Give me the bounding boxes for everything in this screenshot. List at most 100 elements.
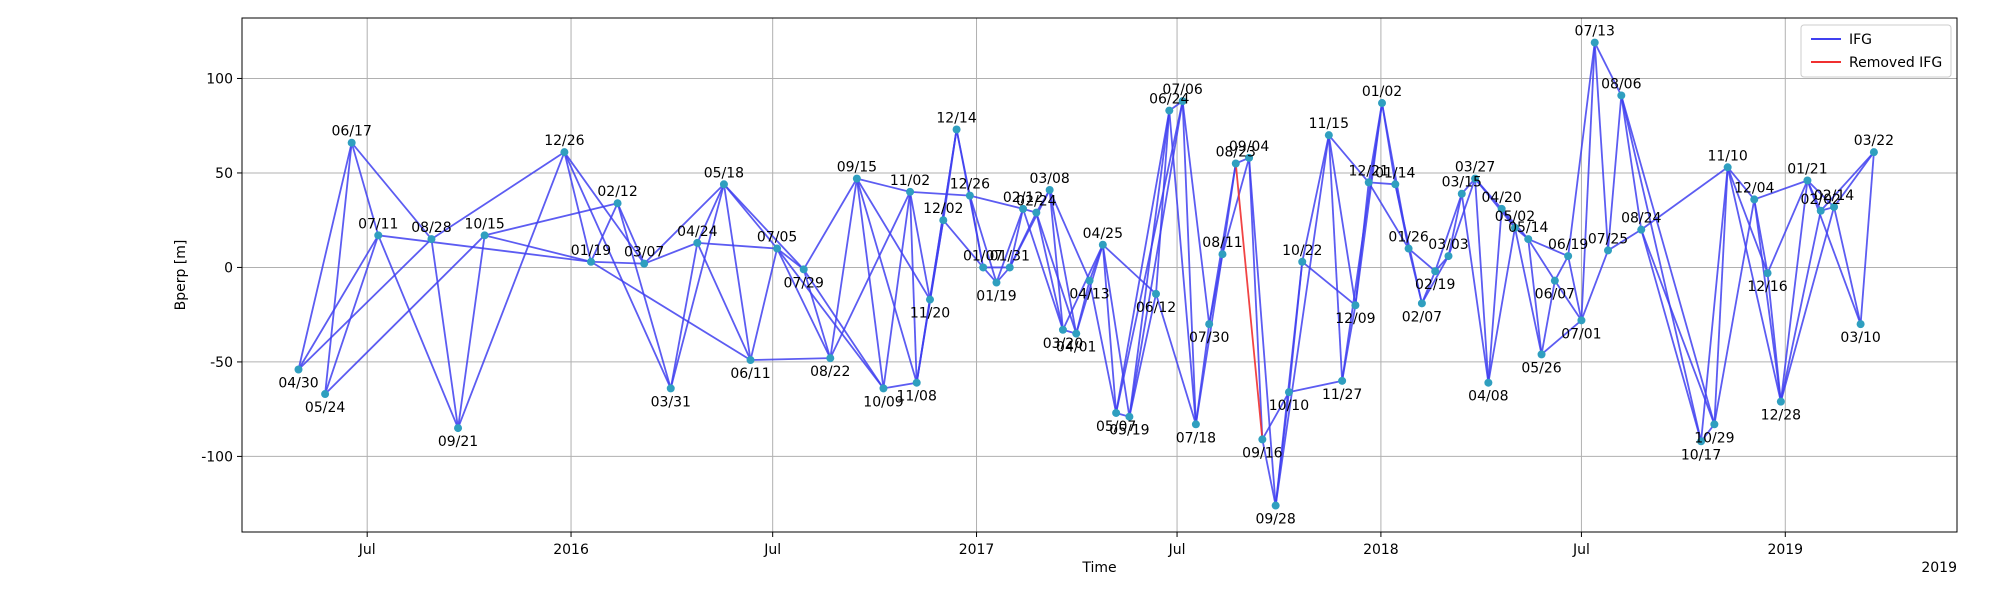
- ifg-edge: [1640, 166, 1729, 231]
- ifg-edge: [1261, 439, 1277, 506]
- acquisition-point: [1378, 99, 1387, 108]
- acquisition-label: 08/11: [1202, 235, 1242, 251]
- ifg-edge: [942, 129, 958, 221]
- ifg-edge: [969, 194, 1024, 210]
- acquisition-point: [1763, 269, 1772, 278]
- acquisition-label: 03/15: [1442, 175, 1482, 191]
- acquisition-label: 05/02: [1495, 209, 1535, 225]
- ifg-edge: [723, 183, 805, 270]
- legend-removed-ifg-label: Removed IFG: [1849, 55, 1942, 71]
- ifg-edge: [1726, 166, 1755, 200]
- x-tick-label: 2016: [553, 542, 589, 558]
- acquisition-point: [1324, 131, 1333, 140]
- ifg-edge: [457, 151, 566, 429]
- ifg-edge: [1434, 193, 1463, 272]
- ifg-edge: [1407, 248, 1423, 304]
- acquisition-label: 05/14: [1508, 220, 1548, 236]
- ifg-edge: [1540, 280, 1556, 355]
- acquisition-point: [1364, 178, 1373, 187]
- x-axis-ticks: Jul 2016 Jul 2017 Jul 2018 Jul 2019: [358, 532, 1803, 558]
- ifg-edge: [1567, 42, 1596, 257]
- acquisition-point: [1045, 185, 1054, 194]
- acquisition-point: [1604, 246, 1613, 255]
- x-axis-label: Time: [1081, 560, 1116, 576]
- ifg-edge: [1474, 178, 1490, 383]
- acquisition-point: [1005, 263, 1014, 272]
- ifg-edge: [350, 142, 433, 240]
- ifg-edge: [1487, 208, 1503, 383]
- acquisition-label: 05/18: [704, 165, 744, 181]
- acquisition-label: 01/07: [963, 248, 1003, 264]
- acquisition-point: [1178, 97, 1187, 106]
- acquisition-point: [746, 356, 755, 365]
- acquisition-label: 06/19: [1548, 237, 1588, 253]
- ifg-edge: [1288, 261, 1304, 393]
- x-tick-label: Jul: [763, 542, 781, 558]
- ifg-edge: [1640, 229, 1716, 425]
- acquisition-point: [952, 125, 961, 134]
- acquisition-label: 07/18: [1176, 430, 1216, 446]
- ifg-edge: [1859, 152, 1875, 325]
- ifg-edge: [1593, 42, 1623, 96]
- acquisition-label: 05/19: [1109, 423, 1149, 439]
- ifg-edge: [855, 178, 885, 389]
- acquisition-label: 06/12: [1136, 300, 1176, 316]
- acquisition-label: 10/09: [863, 394, 903, 410]
- ifg-edge: [1607, 95, 1623, 251]
- y-tick-label: 0: [224, 260, 233, 276]
- acquisition-label: 12/26: [950, 177, 990, 193]
- ifg-edge: [1833, 151, 1875, 208]
- ifg-edge: [1115, 110, 1171, 414]
- ifg-edge: [995, 208, 1024, 283]
- acquisition-point: [1205, 320, 1214, 329]
- acquisition-point: [1152, 289, 1161, 298]
- ifg-edge: [643, 183, 725, 265]
- acquisition-label: 01/02: [1362, 84, 1402, 100]
- ifg-edge: [590, 202, 619, 263]
- ifg-edge: [829, 178, 858, 359]
- acquisition-label: 01/26: [1388, 230, 1428, 246]
- ifg-edge: [1766, 180, 1809, 274]
- ifg-edge: [1580, 250, 1609, 321]
- legend-ifg-label: IFG: [1849, 32, 1872, 48]
- ifg-edge: [350, 142, 380, 236]
- acquisition-point: [1298, 257, 1307, 266]
- ifg-edge: [1221, 157, 1250, 255]
- acquisition-label: 10/17: [1681, 447, 1721, 463]
- acquisition-label: 07/06: [1162, 82, 1202, 98]
- acquisition-point: [912, 378, 921, 387]
- ifg-edge: [324, 235, 380, 395]
- acquisition-label: 02/02: [1801, 192, 1841, 208]
- ifg-edge: [1408, 247, 1436, 272]
- acquisition-label: 11/08: [897, 389, 937, 405]
- ifg-edge: [377, 234, 459, 429]
- acquisition-point: [1431, 267, 1440, 276]
- ifg-edge: [378, 234, 592, 263]
- ifg-edge: [1487, 227, 1516, 383]
- acquisition-point: [1497, 204, 1506, 213]
- ifg-edge: [1753, 199, 1782, 402]
- ifg-edge: [1022, 208, 1064, 331]
- acquisition-labels: 04/30 05/24 06/17 07/11 08/28 09/21 10/15 12/26…: [278, 24, 1894, 528]
- acquisition-label: 10/10: [1269, 398, 1309, 414]
- ifg-edge: [297, 142, 353, 370]
- ifg-edge: [1088, 280, 1118, 414]
- acquisition-point: [480, 231, 489, 240]
- ifg-edge: [1753, 179, 1808, 201]
- acquisition-label: 03/10: [1840, 330, 1880, 346]
- ifg-edge: [1035, 212, 1078, 334]
- ifg-edge: [1274, 135, 1330, 506]
- acquisition-label: 01/14: [1375, 165, 1415, 181]
- acquisition-point: [1231, 159, 1240, 168]
- acquisition-point: [347, 138, 356, 147]
- ifg-edge: [697, 241, 778, 250]
- ifg-edge: [968, 195, 985, 268]
- acquisition-point: [1245, 153, 1254, 162]
- acquisition-point: [852, 174, 861, 183]
- ifg-edge: [696, 183, 725, 244]
- acquisition-point: [1750, 195, 1759, 204]
- ifg-edge: [1554, 255, 1569, 282]
- acquisition-point: [719, 180, 728, 189]
- acquisition-label: 11/27: [1322, 387, 1362, 403]
- ifg-edge: [882, 191, 911, 389]
